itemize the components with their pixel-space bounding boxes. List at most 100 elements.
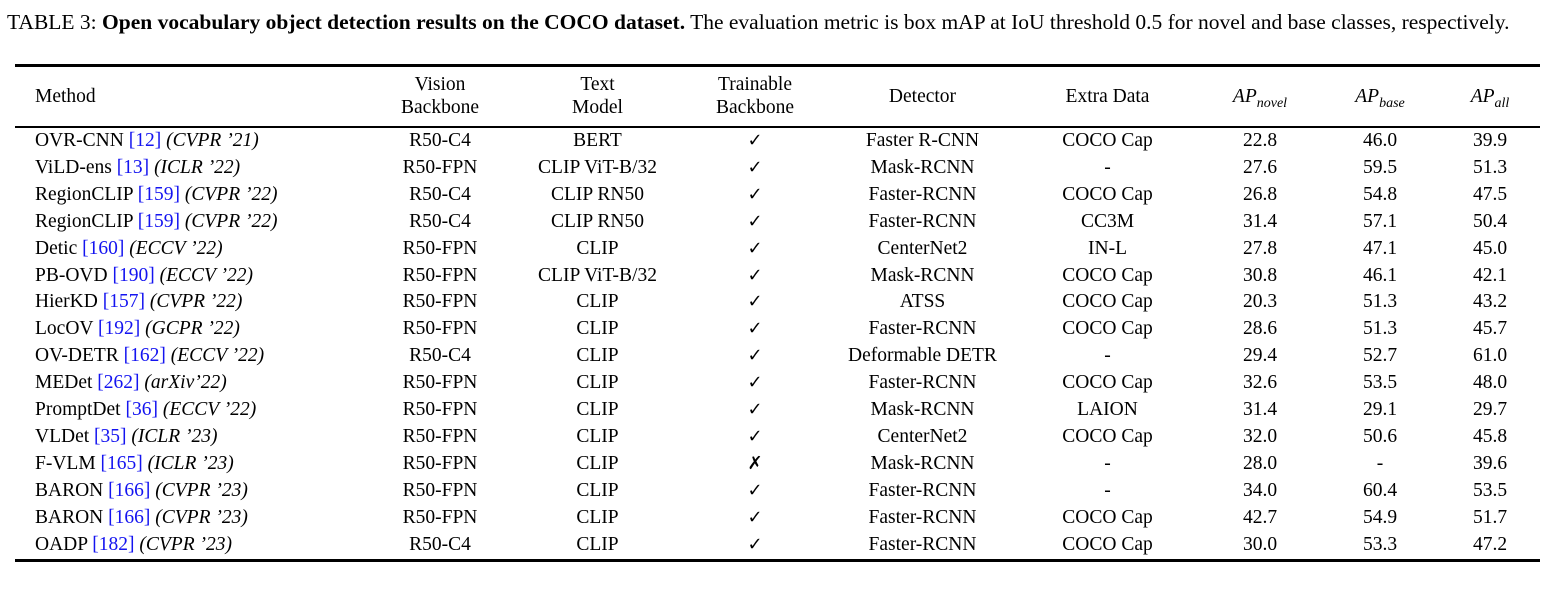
method-venue: (CVPR ’22) (184, 183, 278, 205)
text-model-cell: CLIP ViT-B/32 (538, 156, 657, 178)
table-row: VLDet [35] (ICLR ’23) R50-FPN CLIP ✓ Cen… (15, 424, 1540, 451)
extra-data-cell: COCO Cap (1062, 318, 1153, 340)
text-model-cell: CLIP (576, 506, 619, 528)
trainable-cell: ✓ (680, 209, 830, 236)
extra-data-cell: COCO Cap (1062, 506, 1153, 528)
citation-link[interactable]: [35] (94, 425, 127, 447)
trainable-cell: ✓ (680, 343, 830, 370)
method-name: BARON (35, 506, 104, 528)
citation-link[interactable]: [190] (112, 264, 155, 286)
table-row: OV-DETR [162] (ECCV ’22) R50-C4 CLIP ✓ D… (15, 343, 1540, 370)
trainable-mark-icon: ✓ (747, 533, 763, 555)
citation-link[interactable]: [13] (116, 156, 150, 178)
citation-link[interactable]: [262] (97, 372, 140, 394)
header-row: Method Vision Backbone Text Model Traina… (15, 65, 1540, 128)
table-row: PromptDet [36] (ECCV ’22) R50-FPN CLIP ✓… (15, 397, 1540, 424)
table-row: Detic [160] (ECCV ’22) R50-FPN CLIP ✓ Ce… (15, 236, 1540, 263)
trainable-cell: ✓ (680, 532, 830, 560)
citation-link[interactable]: [159] (137, 210, 180, 232)
text-model-cell: CLIP RN50 (551, 210, 644, 232)
trainable-cell: ✓ (680, 478, 830, 505)
extra-data-cell: COCO Cap (1062, 372, 1153, 394)
trainable-cell: ✓ (680, 263, 830, 290)
ap-novel-cell: 34.0 (1242, 479, 1278, 501)
method-venue: (ECCV ’22) (159, 264, 253, 286)
trainable-cell: ✓ (680, 505, 830, 532)
ap-novel-cell: 32.0 (1242, 425, 1278, 447)
table-row: F-VLM [165] (ICLR ’23) R50-FPN CLIP ✗ Ma… (15, 451, 1540, 478)
col-header-trainable-backbone: Trainable Backbone (680, 65, 830, 128)
extra-data-cell: COCO Cap (1062, 183, 1153, 205)
method-name: OADP (35, 533, 88, 555)
table-row: RegionCLIP [159] (CVPR ’22) R50-C4 CLIP … (15, 209, 1540, 236)
ap-all-cell: 42.1 (1472, 264, 1508, 286)
citation-link[interactable]: [162] (123, 345, 166, 367)
trainable-mark-icon: ✓ (747, 399, 763, 421)
method-cell: OADP [182] (CVPR ’23) (15, 532, 365, 560)
vision-backbone-cell: R50-FPN (402, 506, 478, 528)
text-model-cell: CLIP (576, 318, 619, 340)
citation-link[interactable]: [159] (137, 183, 180, 205)
citation-link[interactable]: [12] (128, 130, 162, 151)
citation-link[interactable]: [192] (98, 318, 141, 340)
method-cell: ViLD-ens [13] (ICLR ’22) (15, 155, 365, 182)
table-row: ViLD-ens [13] (ICLR ’22) R50-FPN CLIP Vi… (15, 155, 1540, 182)
trainable-mark-icon: ✓ (747, 506, 763, 528)
col-header-method: Method (15, 65, 365, 128)
trainable-cell: ✓ (680, 397, 830, 424)
detector-cell: Mask-RCNN (870, 399, 975, 421)
detector-cell: Faster-RCNN (868, 183, 977, 205)
ap-novel-cell: 20.3 (1242, 291, 1278, 313)
text-model-cell: CLIP (576, 479, 619, 501)
method-name: RegionCLIP (35, 210, 133, 232)
table-row: RegionCLIP [159] (CVPR ’22) R50-C4 CLIP … (15, 182, 1540, 209)
col-header-detector: Detector (830, 65, 1015, 128)
trainable-mark-icon: ✗ (747, 452, 763, 474)
citation-link[interactable]: [165] (100, 452, 143, 474)
trainable-mark-icon: ✓ (747, 210, 763, 232)
extra-data-cell: - (1104, 156, 1111, 178)
table-row: HierKD [157] (CVPR ’22) R50-FPN CLIP ✓ A… (15, 289, 1540, 316)
method-name: PB-OVD (35, 264, 108, 286)
ap-base-cell: 47.1 (1362, 237, 1398, 259)
method-cell: PromptDet [36] (ECCV ’22) (15, 397, 365, 424)
citation-link[interactable]: [182] (92, 533, 135, 555)
method-cell: RegionCLIP [159] (CVPR ’22) (15, 209, 365, 236)
citation-link[interactable]: [166] (108, 479, 151, 501)
trainable-mark-icon: ✓ (747, 425, 763, 447)
method-venue: (ECCV ’22) (170, 345, 265, 367)
citation-link[interactable]: [157] (102, 291, 145, 313)
method-cell: LocOV [192] (GCPR ’22) (15, 316, 365, 343)
ap-novel-cell: 31.4 (1242, 210, 1278, 232)
citation-link[interactable]: [166] (108, 506, 151, 528)
ap-base-cell: 53.3 (1362, 533, 1398, 555)
method-name: HierKD (35, 291, 98, 313)
col-header-ap-base: APbase (1320, 65, 1440, 128)
method-cell: PB-OVD [190] (ECCV ’22) (15, 263, 365, 290)
ap-novel-cell: 30.0 (1242, 533, 1278, 555)
table-row: BARON [166] (CVPR ’23) R50-FPN CLIP ✓ Fa… (15, 478, 1540, 505)
detector-cell: Faster-RCNN (868, 318, 977, 340)
ap-all-cell: 39.6 (1472, 452, 1508, 474)
text-model-cell: CLIP (576, 291, 619, 313)
text-model-cell: CLIP (576, 345, 619, 367)
vision-backbone-cell: R50-C4 (409, 533, 471, 555)
trainable-cell: ✓ (680, 370, 830, 397)
vision-backbone-cell: R50-C4 (409, 130, 471, 151)
vision-backbone-cell: R50-FPN (402, 291, 478, 313)
citation-link[interactable]: [36] (125, 399, 158, 421)
citation-link[interactable]: [160] (82, 237, 125, 259)
text-model-cell: CLIP (576, 425, 619, 447)
ap-all-cell: 39.9 (1472, 130, 1508, 151)
method-cell: BARON [166] (CVPR ’23) (15, 478, 365, 505)
extra-data-cell: CC3M (1080, 210, 1135, 232)
table-row: BARON [166] (CVPR ’23) R50-FPN CLIP ✓ Fa… (15, 505, 1540, 532)
method-cell: VLDet [35] (ICLR ’23) (15, 424, 365, 451)
ap-all-cell: 45.8 (1472, 425, 1508, 447)
method-name: F-VLM (35, 452, 96, 474)
method-cell: OVR-CNN [12] (CVPR ’21) (15, 127, 365, 155)
method-name: VLDet (35, 425, 90, 447)
trainable-mark-icon: ✓ (747, 372, 763, 394)
vision-backbone-cell: R50-FPN (402, 156, 478, 178)
ap-all-cell: 45.0 (1472, 237, 1508, 259)
